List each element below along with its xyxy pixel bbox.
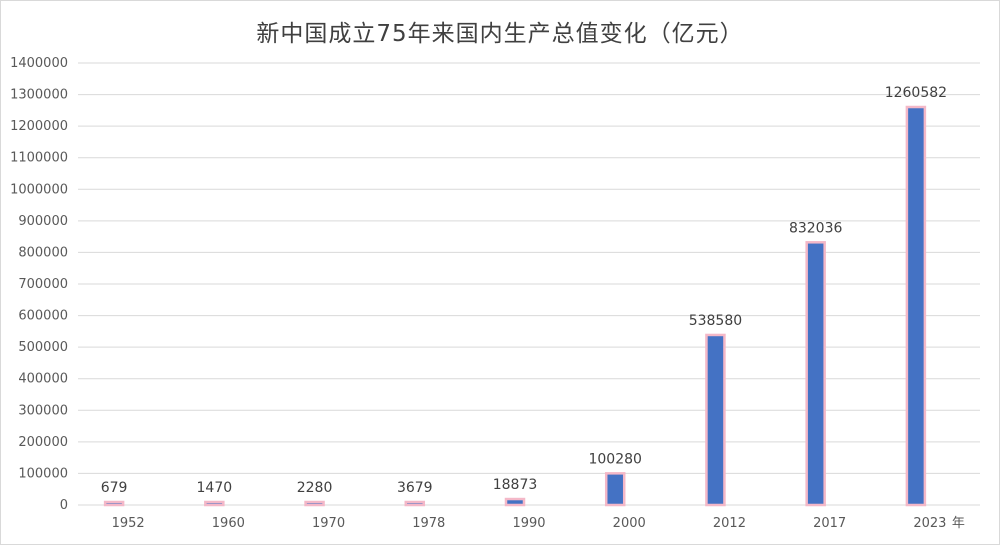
y-tick-label: 900000	[18, 214, 68, 229]
bar-2012	[705, 333, 726, 507]
gridlines	[78, 62, 980, 506]
y-tick-label: 1200000	[10, 119, 68, 134]
bars	[103, 105, 927, 507]
y-tick-label: 100000	[18, 466, 68, 481]
y-axis-ticks: 0 100000 200000 300000 400000 500000 600000 700…	[10, 56, 68, 513]
data-label-2000: 100280	[588, 451, 641, 467]
x-tick-label: 2017	[813, 516, 846, 531]
x-tick-label: 1952	[112, 516, 145, 531]
y-tick-label: 1300000	[10, 88, 68, 103]
bar-1978	[404, 500, 426, 507]
data-label-1970: 2280	[297, 480, 333, 496]
x-tick-label: 2023	[913, 516, 946, 531]
y-tick-label: 1000000	[10, 182, 68, 197]
x-axis-ticks: 1952 1960 1970 1978 1990 2000 2012 2017 2023 年	[112, 516, 965, 531]
y-tick-label: 0	[60, 498, 68, 513]
x-tick-label: 1978	[412, 516, 445, 531]
y-tick-label: 800000	[18, 245, 68, 260]
y-tick-label: 200000	[18, 435, 68, 450]
bar-2000	[604, 472, 626, 507]
y-tick-label: 600000	[18, 309, 68, 324]
y-tick-label: 500000	[18, 340, 68, 355]
data-label-1978: 3679	[397, 480, 433, 496]
x-tick-label: 2000	[613, 516, 646, 531]
y-tick-label: 400000	[18, 372, 68, 387]
data-label-2012: 538580	[689, 313, 742, 329]
bar-1970	[304, 500, 325, 507]
bar-1952	[103, 500, 125, 507]
bar-2017	[805, 241, 826, 507]
x-tick-label: 1970	[312, 516, 345, 531]
bar-2023	[905, 105, 927, 507]
chart-title: 新中国成立75年来国内生产总值变化（亿元）	[256, 21, 744, 47]
bar-1960	[204, 500, 225, 507]
x-tick-label: 1960	[212, 516, 245, 531]
y-tick-label: 1100000	[10, 151, 68, 166]
data-label-1952: 679	[101, 480, 128, 496]
data-label-1990: 18873	[493, 477, 538, 493]
x-tick-label: 1990	[512, 516, 545, 531]
bar-1990	[504, 497, 526, 507]
data-labels: 679 1470 2280 3679 18873 100280 538580 832036 12…	[101, 85, 947, 496]
y-tick-label: 700000	[18, 277, 68, 292]
x-axis-unit: 年	[952, 516, 965, 531]
data-label-1960: 1470	[197, 480, 233, 496]
data-label-2017: 832036	[789, 220, 843, 236]
y-tick-label: 300000	[18, 403, 68, 418]
y-tick-label: 1400000	[10, 56, 68, 71]
data-label-2023: 1260582	[885, 85, 947, 101]
x-tick-label: 2012	[713, 516, 746, 531]
